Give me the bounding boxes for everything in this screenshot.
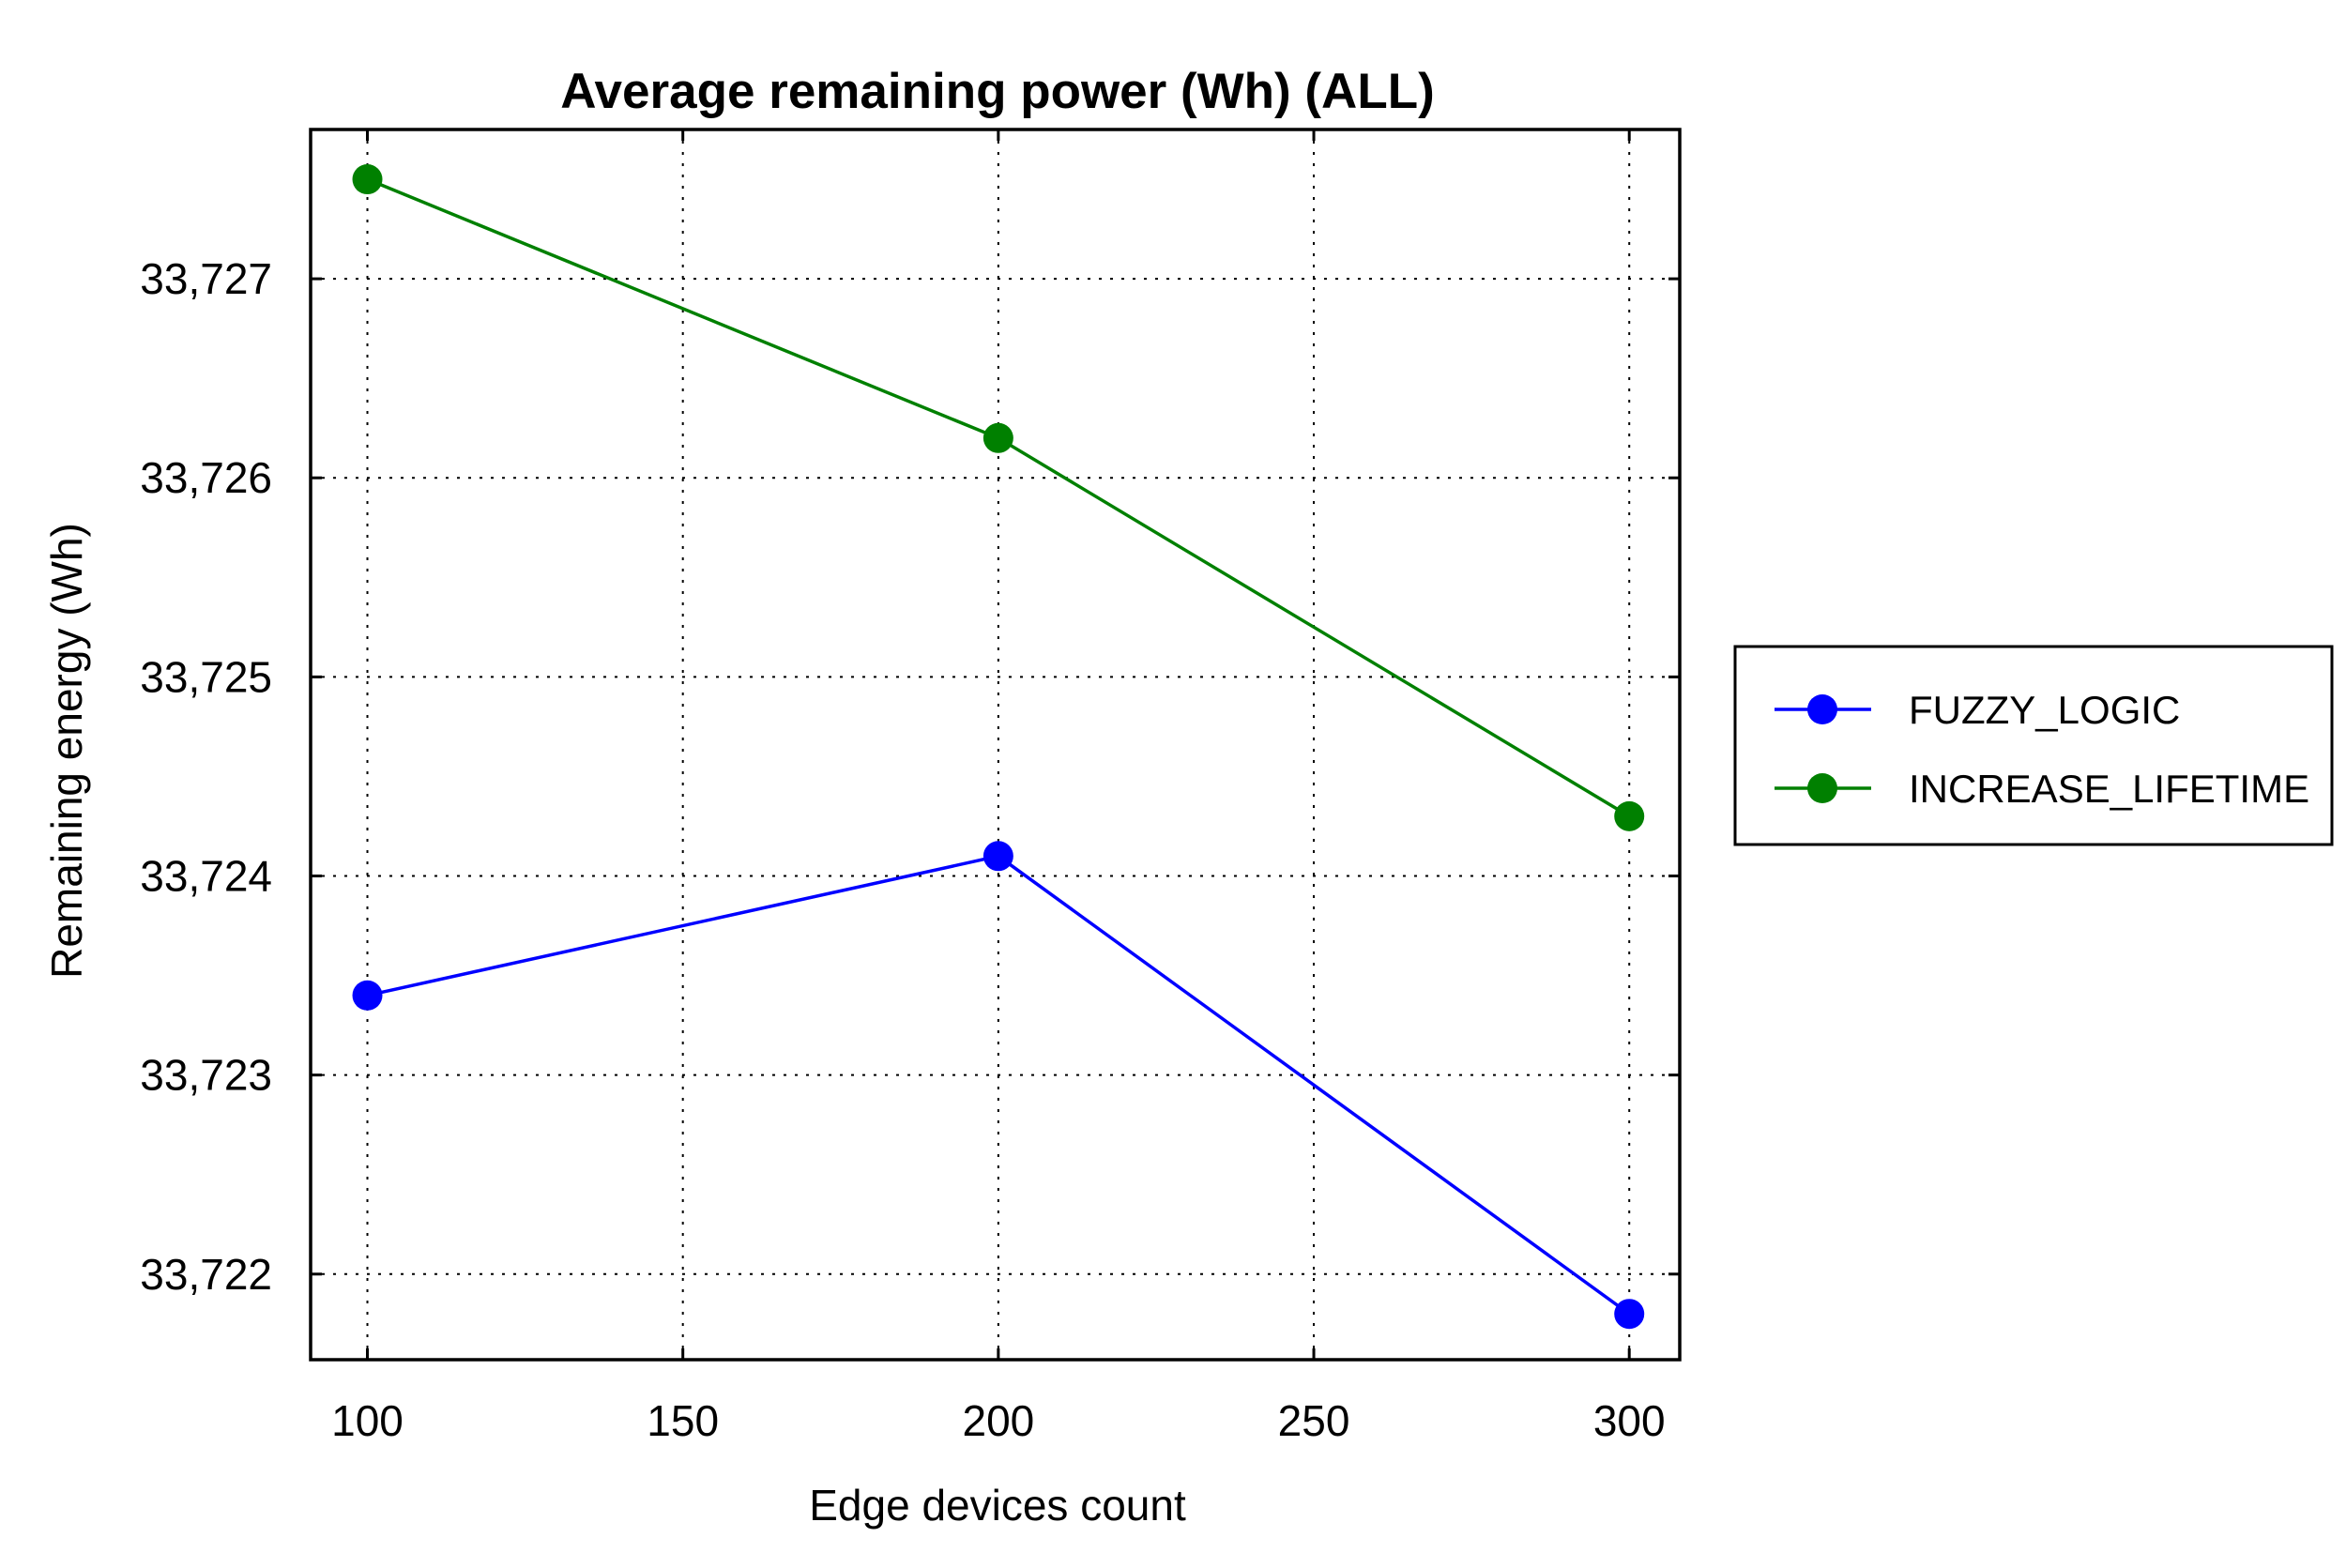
grid-lines bbox=[311, 129, 1680, 1360]
plot-area-frame bbox=[309, 128, 1682, 1362]
legend-frame bbox=[1733, 645, 2334, 846]
x-tick-label: 300 bbox=[1593, 1396, 1666, 1445]
x-axis-title: Edge devices count bbox=[809, 1481, 1186, 1530]
y-tick-label: 33,723 bbox=[140, 1051, 272, 1100]
y-tick-label: 33,727 bbox=[140, 254, 272, 303]
x-tick-label: 250 bbox=[1278, 1396, 1350, 1445]
legend-marker bbox=[1807, 694, 1837, 724]
y-tick-label: 33,725 bbox=[140, 652, 272, 701]
chart-title: Average remaining power (Wh) (ALL) bbox=[560, 64, 1435, 119]
legend-label: FUZZY_LOGIC bbox=[1909, 688, 2180, 732]
series-fuzzy-logic bbox=[352, 841, 1645, 1330]
y-tick-label: 33,726 bbox=[140, 453, 272, 502]
data-point bbox=[1614, 1299, 1645, 1330]
data-point bbox=[983, 422, 1013, 453]
legend-marker bbox=[1807, 773, 1837, 803]
legend-label: INCREASE_LIFETIME bbox=[1909, 767, 2309, 811]
series-line bbox=[366, 177, 1631, 818]
axis-ticks: 100 150 200 250 300 33,722 33,723 33,724 33,725 3… bbox=[140, 129, 1680, 1445]
legend-items: FUZZY_LOGIC INCREASE_LIFETIME bbox=[1775, 688, 2309, 811]
series-increase-lifetime bbox=[352, 164, 1645, 831]
y-tick-label: 33,724 bbox=[140, 852, 272, 901]
legend: FUZZY_LOGIC INCREASE_LIFETIME bbox=[1733, 645, 2334, 846]
y-axis-title: Remaining energy (Wh) bbox=[42, 523, 91, 979]
x-tick-label: 100 bbox=[331, 1396, 404, 1445]
legend-item: FUZZY_LOGIC bbox=[1775, 688, 2180, 732]
data-point bbox=[352, 980, 383, 1011]
x-tick-label: 200 bbox=[962, 1396, 1034, 1445]
legend-item: INCREASE_LIFETIME bbox=[1775, 767, 2309, 811]
data-point bbox=[1614, 800, 1645, 831]
series-layer bbox=[352, 164, 1645, 1330]
data-point bbox=[352, 164, 383, 195]
y-tick-label: 33,722 bbox=[140, 1250, 272, 1299]
data-point bbox=[983, 841, 1013, 872]
x-tick-label: 150 bbox=[647, 1396, 719, 1445]
